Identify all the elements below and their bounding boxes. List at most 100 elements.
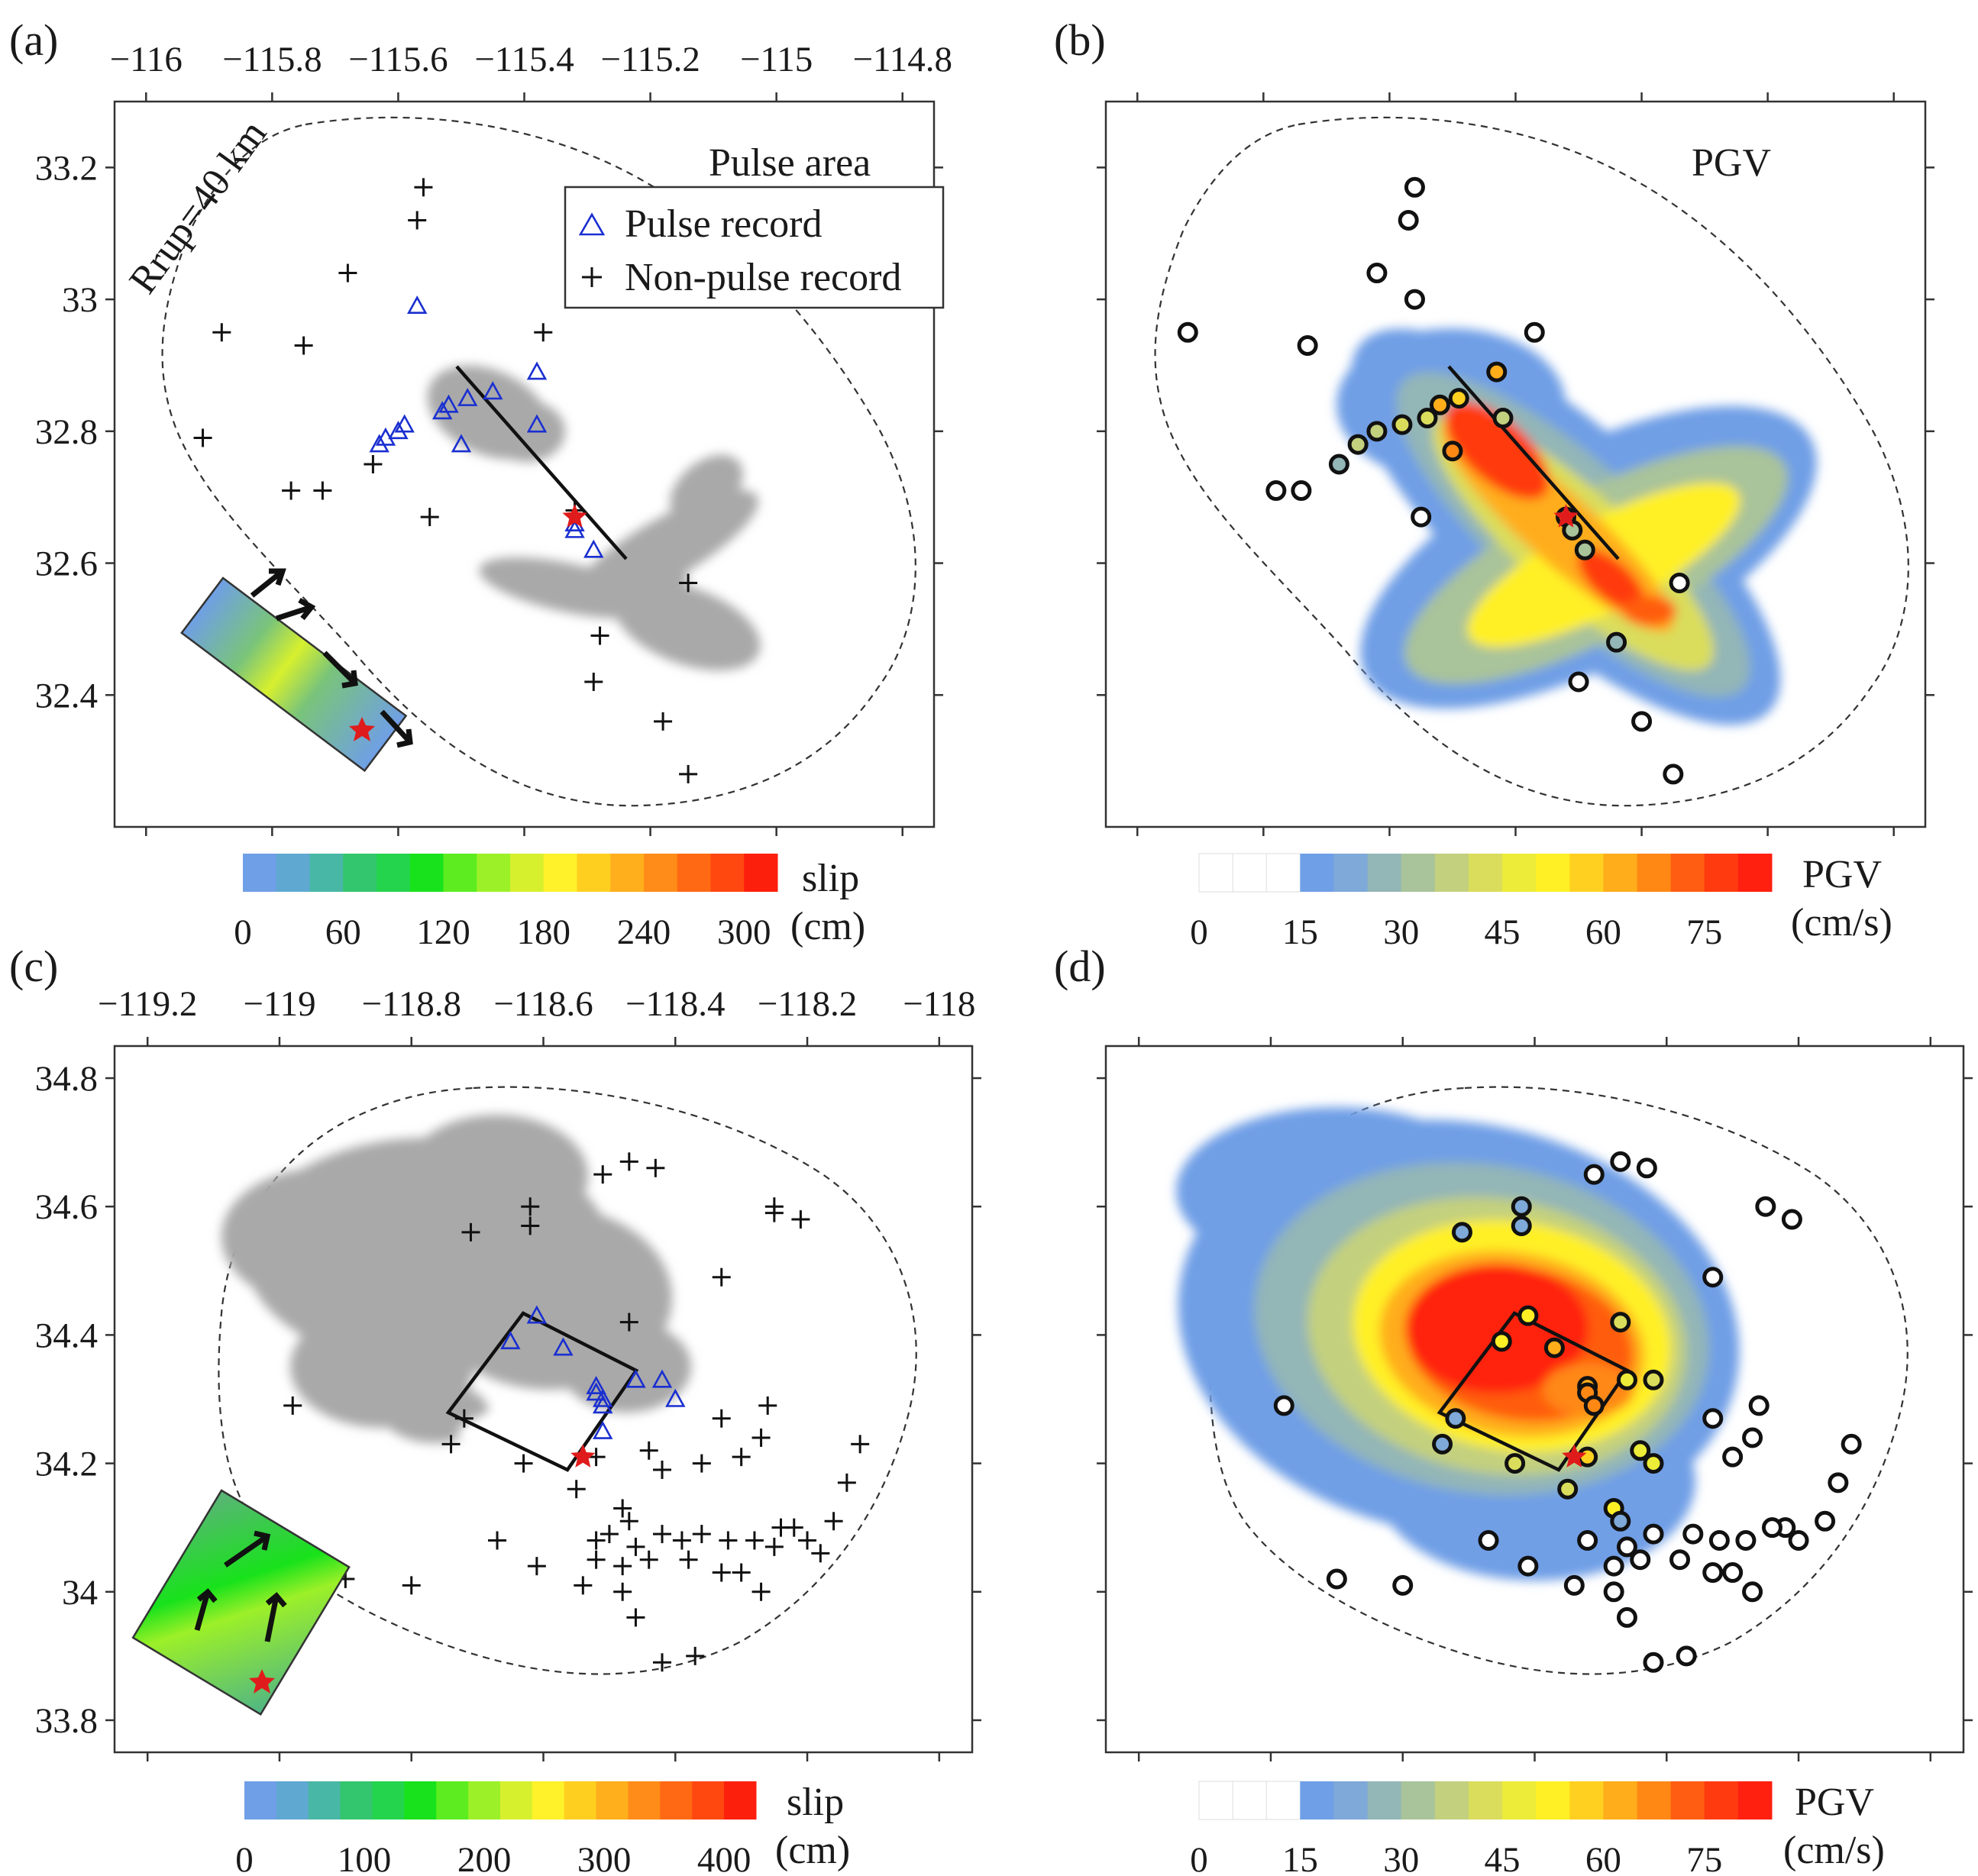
colorbar-cell (577, 854, 611, 892)
colorbar-cell (443, 854, 477, 892)
colorbar-tick-label: 0 (1190, 912, 1208, 952)
y-tick-label: 32.6 (35, 544, 98, 584)
station-pgv-marker (1486, 361, 1508, 383)
colorbar-tick-label: 0 (1190, 1840, 1208, 1876)
station-pgv-marker (1761, 1517, 1782, 1539)
nonpulse-record-marker (679, 764, 698, 783)
colorbar-cell (744, 854, 778, 892)
panel-c-x-ticks: −119.2 −119 −118.8 −118.6 −118.4 −118.2 −118 (98, 984, 975, 1761)
station-pgv-marker (1574, 539, 1595, 560)
x-tick-label: −118 (903, 984, 975, 1024)
colorbar-cell (692, 1781, 725, 1819)
epicenter-star-inset-a (349, 717, 375, 741)
colorbar-tick-label: 60 (1585, 1840, 1621, 1876)
x-tick-label: −115.4 (474, 40, 574, 79)
station-pgv-marker (1610, 1151, 1631, 1172)
pulse-record-marker (586, 1382, 606, 1401)
fault-trace-a (455, 365, 628, 560)
colorbar-tick-label: 100 (338, 1840, 392, 1876)
colorbar-cell (377, 854, 411, 892)
station-pgv-marker (1702, 1562, 1724, 1584)
station-pgv-marker (1722, 1446, 1744, 1468)
colorbar-cell (1737, 854, 1773, 892)
colorbar-cell (628, 1781, 661, 1819)
rrup-contour-b (1154, 116, 1909, 807)
x-tick-label: −118.8 (361, 984, 461, 1024)
station-pgv-marker (1735, 1530, 1757, 1551)
station-pgv-marker (1511, 1196, 1532, 1217)
nonpulse-record-marker (626, 1608, 645, 1627)
nonpulse-record-marker (454, 1409, 473, 1428)
y-tick-label: 33.2 (35, 148, 98, 188)
colorbar-cell (532, 1781, 565, 1819)
colorbar-cell (1198, 1781, 1234, 1820)
colorbar-tick-label: 15 (1282, 912, 1318, 952)
colorbar-cell (372, 1781, 405, 1819)
nonpulse-record-marker (654, 712, 673, 731)
slip-inset-c (131, 1489, 351, 1716)
pgv-unit-bottom-b: (cm/s) (1791, 901, 1892, 944)
colorbar-cell (1232, 853, 1268, 893)
station-pgv-marker (1328, 454, 1349, 475)
station-pgv-marker (1273, 1395, 1294, 1416)
colorbar-cell (1670, 1781, 1705, 1819)
station-pgv-marker (1404, 176, 1425, 198)
station-pgv-marker (1631, 711, 1653, 732)
nonpulse-record-marker (732, 1563, 751, 1582)
colorbar-cell (1502, 854, 1537, 892)
nonpulse-record-marker (652, 1525, 671, 1544)
nonpulse-record-marker (521, 1216, 540, 1235)
station-pgv-marker (1702, 1267, 1724, 1288)
nonpulse-record-marker (791, 1210, 810, 1229)
nonpulse-record-marker (771, 1518, 790, 1537)
pulse-hole-c (458, 1409, 596, 1462)
station-pgv-marker (1524, 321, 1545, 343)
colorbar-tick-label: 0 (235, 1840, 254, 1876)
nonpulse-record-marker (461, 1222, 480, 1242)
nonpulse-record-marker (824, 1512, 843, 1531)
colorbar-cell (1367, 1781, 1402, 1819)
panel-d-frame (1104, 1045, 1965, 1754)
colorbar-tick-label: 60 (325, 912, 361, 952)
x-tick-label: −115.8 (222, 40, 322, 79)
pulse-area-label: Pulse area (709, 141, 871, 185)
colorbar-tick-label: 300 (717, 912, 771, 952)
pgv-field-d (1176, 1107, 1740, 1581)
y-tick-label: 34.2 (35, 1445, 98, 1484)
nonpulse-record-marker (613, 1557, 632, 1576)
x-tick-label: −118.2 (758, 984, 858, 1024)
station-pgv-marker (1682, 1523, 1704, 1545)
station-pgv-marker (1517, 1555, 1539, 1577)
nonpulse-record-marker (590, 626, 609, 645)
pgv-label-b: PGV (1692, 141, 1771, 185)
panel-a: (a) −116 −115.8 −115.6 −115.4 −115.2 −115 −114… (9, 15, 952, 836)
pulse-record-marker (451, 434, 472, 453)
station-pgv-marker (1442, 441, 1463, 462)
station-pgv-marker (1391, 414, 1413, 435)
colorbar-cell (244, 1781, 277, 1819)
colorbar-cell (1502, 1781, 1537, 1819)
nonpulse-record-marker (441, 1435, 461, 1454)
colorbar-cell (1401, 854, 1436, 892)
pulse-record-marker (593, 1388, 613, 1407)
station-pgv-marker (1606, 631, 1627, 653)
station-pgv-marker (1392, 1574, 1414, 1596)
y-tick-label: 32.4 (35, 676, 98, 715)
nonpulse-record-marker (488, 1531, 507, 1550)
nonpulse-record-marker (719, 1531, 738, 1550)
colorbar-tick-label: 200 (457, 1840, 512, 1876)
y-tick-label: 34 (62, 1573, 98, 1613)
slip-unit-bottom-c: (cm) (775, 1829, 850, 1872)
panel-c-y-ticks: 34.8 34.6 34.4 34.2 34 33.8 (35, 1059, 981, 1741)
station-pgv-marker (1748, 1395, 1770, 1416)
station-pgv-marker (1404, 289, 1425, 310)
pgv-unit-b: PGV (1802, 853, 1882, 896)
y-tick-label: 34.6 (35, 1187, 98, 1227)
panel-a-x-ticks: −116 −115.8 −115.6 −115.4 −115.2 −115 −114.8 (110, 40, 952, 836)
panel-b: (b) PGV (1054, 15, 1934, 836)
colorbar-cell (1198, 853, 1234, 893)
nonpulse-record-marker (613, 1499, 632, 1518)
colorbar-cell (1265, 1781, 1301, 1820)
panel-d: (d) (1054, 941, 1973, 1761)
